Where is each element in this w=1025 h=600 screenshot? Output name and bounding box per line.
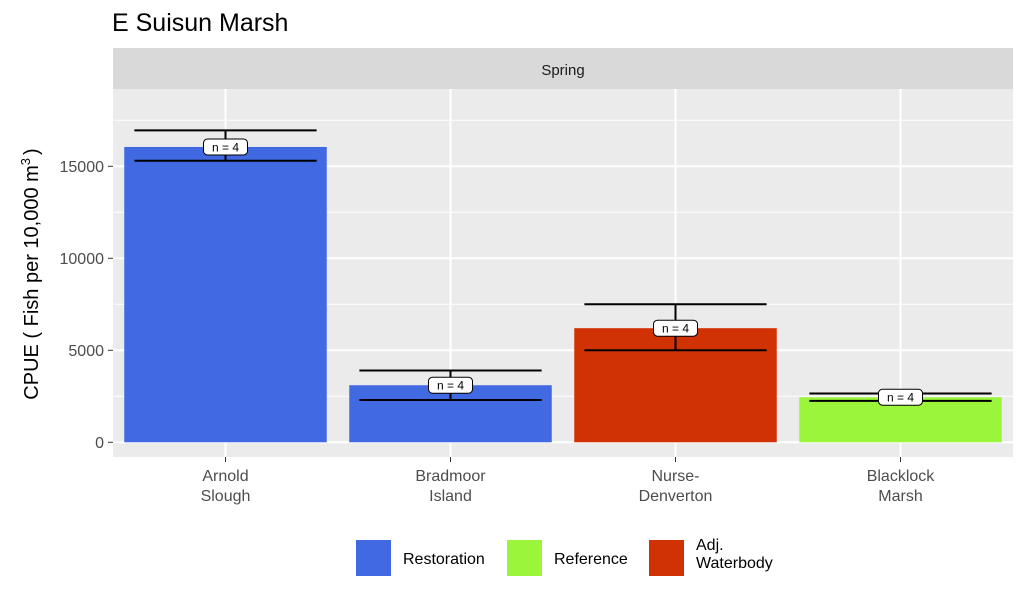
y-tick-label: 10000 — [60, 251, 105, 268]
n-label: n = 4 — [203, 138, 248, 156]
y-axis-title-superscript: 3 — [18, 158, 33, 165]
legend-label-line: Restoration — [403, 551, 485, 568]
n-labels: n = 4 n = 4 n = 4 n = 4 — [203, 138, 923, 406]
x-tick-label-line: Nurse- — [651, 468, 699, 485]
x-tick-label-line: Denverton — [639, 488, 713, 505]
y-axis-title: CPUE ( Fish per 10,000 m3) — [18, 148, 43, 399]
y-axis: 0 5000 10000 15000 — [60, 159, 113, 452]
n-label-text: n = 4 — [662, 322, 689, 336]
x-tick-label-line: Blacklock — [867, 468, 936, 485]
x-tick-label-line: Marsh — [878, 488, 922, 505]
legend-label-line: Adj. — [696, 537, 724, 554]
bar — [124, 146, 327, 443]
n-label: n = 4 — [428, 376, 473, 394]
legend: Restoration Reference Adj. Waterbody — [356, 537, 773, 576]
n-label-text: n = 4 — [437, 379, 464, 393]
legend-swatch — [649, 540, 684, 576]
legend-label: Restoration — [403, 551, 485, 568]
y-tick-label: 0 — [95, 435, 104, 452]
legend-label-line: Waterbody — [696, 555, 773, 572]
facet-strip — [113, 48, 1013, 89]
y-axis-title-main: CPUE ( Fish per 10,000 m — [21, 165, 43, 400]
y-tick-label: 5000 — [68, 343, 104, 360]
n-label: n = 4 — [878, 388, 923, 406]
n-label-box — [653, 319, 698, 337]
x-tick-label: Blacklock Marsh — [867, 468, 936, 505]
legend-item: Adj. Waterbody — [649, 537, 773, 576]
n-label-box — [878, 388, 923, 406]
x-tick-label-line: Slough — [201, 488, 251, 505]
legend-item: Reference — [507, 540, 628, 576]
x-tick-label-line: Bradmoor — [415, 468, 486, 485]
y-axis-title-end: ) — [21, 148, 43, 155]
legend-label-line: Reference — [554, 551, 628, 568]
x-tick-label: Bradmoor Island — [415, 468, 486, 505]
x-tick-label-line: Island — [429, 488, 472, 505]
x-tick-label-line: Arnold — [202, 468, 248, 485]
x-axis: Arnold Slough Bradmoor Island Nurse- Denverto… — [201, 457, 936, 505]
x-tick-label: Arnold Slough — [201, 468, 251, 505]
n-label-box — [428, 376, 473, 394]
legend-label: Adj. Waterbody — [696, 537, 773, 572]
legend-item: Restoration — [356, 540, 485, 576]
n-label: n = 4 — [653, 319, 698, 337]
legend-label: Reference — [554, 551, 628, 568]
facet-strip-label: Spring — [541, 62, 584, 79]
legend-swatch — [356, 540, 391, 576]
n-label-text: n = 4 — [887, 391, 914, 405]
bars — [124, 146, 1002, 443]
n-label-text: n = 4 — [212, 140, 239, 154]
x-tick-label: Nurse- Denverton — [639, 468, 713, 505]
chart-title: E Suisun Marsh — [112, 9, 288, 37]
n-label-box — [203, 138, 248, 156]
y-tick-label: 15000 — [60, 159, 105, 176]
legend-swatch — [507, 540, 542, 576]
